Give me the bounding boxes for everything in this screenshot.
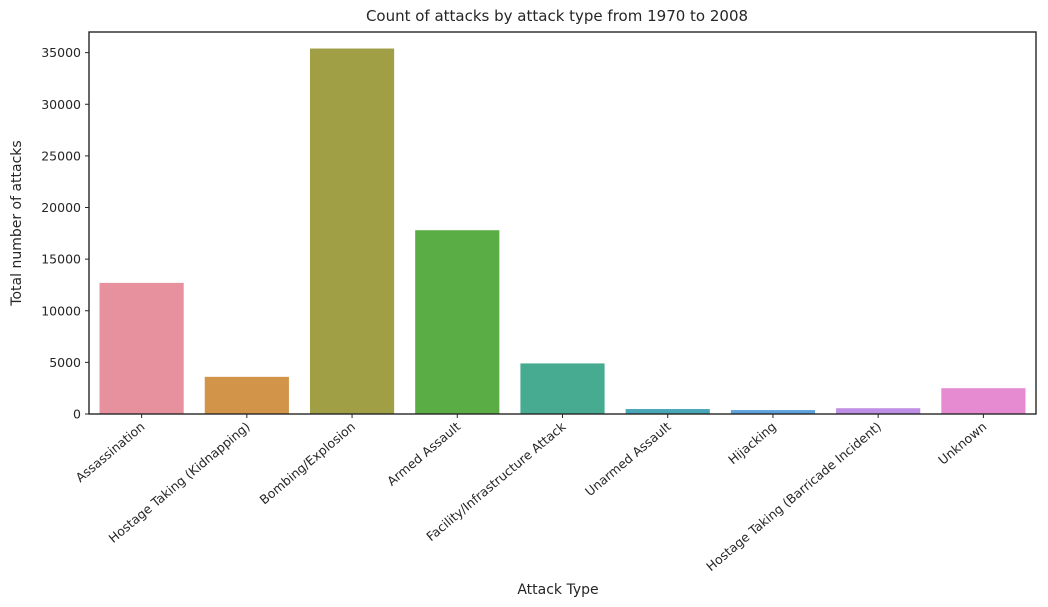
plot-frame — [88, 31, 1037, 415]
y-tick-label: 10000 — [41, 303, 81, 318]
bar-hostage-taking-barricade-incident — [836, 408, 921, 414]
chart-title: Count of attacks by attack type from 197… — [366, 7, 748, 25]
bar-bombing-explosion — [309, 48, 395, 414]
bar-unarmed-assault — [625, 409, 710, 414]
x-tick-label: Hijacking — [725, 419, 779, 467]
bar-assassination — [99, 282, 184, 414]
x-tick-label: Hostage Taking (Barricade Incident) — [703, 419, 884, 574]
x-tick-label: Bombing/Explosion — [257, 419, 358, 507]
y-tick-label: 0 — [73, 407, 81, 422]
bar-facility-infrastructure-attack — [520, 363, 605, 414]
y-tick-label: 25000 — [41, 148, 81, 163]
x-axis-title: Attack Type — [517, 582, 598, 598]
y-axis-title: Total number of attacks — [9, 140, 25, 306]
bar-unknown — [941, 388, 1026, 414]
x-tick-label: Assassination — [73, 419, 148, 485]
y-tick-label: 35000 — [41, 45, 81, 60]
y-tick-label: 15000 — [41, 252, 81, 267]
y-tick-label: 30000 — [41, 97, 81, 112]
bar-hostage-taking-kidnapping — [204, 376, 289, 414]
bar-armed-assault — [415, 230, 500, 414]
y-axis: 0 5000 10000 15000 20000 25000 30000 35000 — [41, 45, 89, 422]
bars-group — [99, 48, 1026, 414]
x-tick-label: Armed Assault — [384, 419, 463, 489]
x-tick-label: Unarmed Assault — [582, 419, 674, 499]
y-tick-label: 20000 — [41, 200, 81, 215]
x-tick-label: Unknown — [935, 419, 989, 468]
bar-hijacking — [730, 410, 816, 414]
y-tick-label: 5000 — [49, 355, 81, 370]
